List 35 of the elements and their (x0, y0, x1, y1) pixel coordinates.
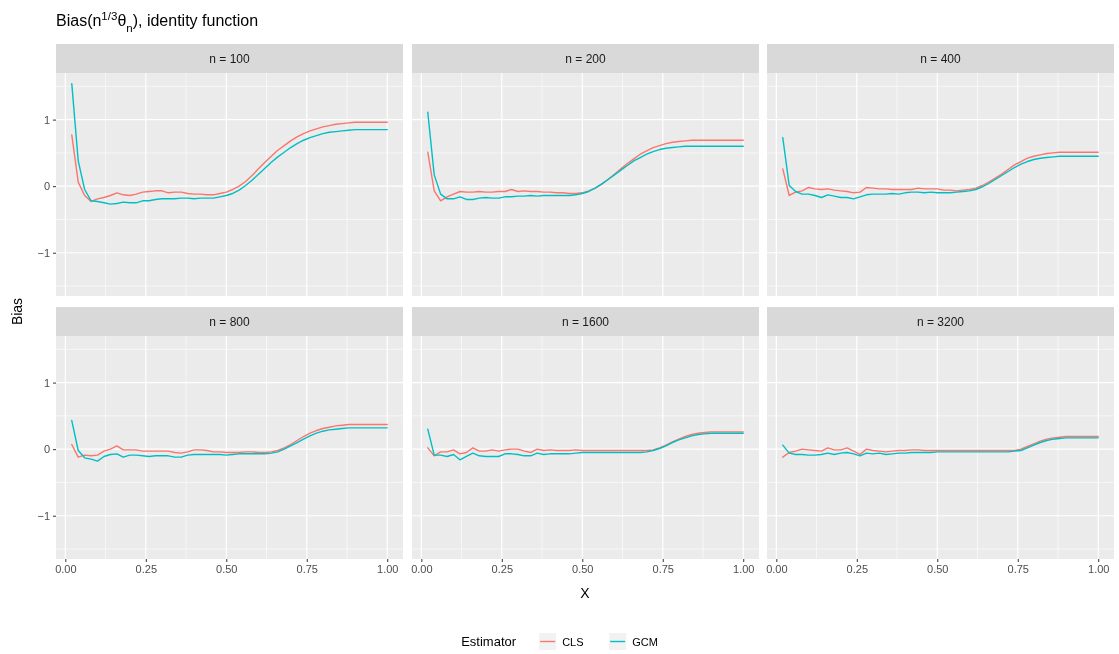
legend-label: GCM (632, 636, 658, 648)
x-tick-label: 0.00 (766, 562, 788, 575)
legend-label: CLS (562, 636, 584, 648)
y-tick-label: 1 (43, 376, 50, 389)
line-series (71, 82, 388, 205)
x-tick-label: 0.25 (846, 562, 869, 575)
y-tick-label: 0 (43, 443, 50, 456)
y-tick-label: 0 (43, 180, 50, 193)
y-axis-title: Bias (9, 297, 25, 326)
x-tick-label: 1.00 (1088, 562, 1110, 575)
y-tick-label: −1 (37, 246, 50, 259)
x-tick-label: 0.75 (652, 562, 674, 575)
x-tick-label: 0.00 (411, 562, 433, 575)
chart-title: n = 1600 (561, 314, 610, 329)
line-series (71, 121, 388, 203)
x-tick-label: 0.50 (572, 562, 594, 575)
x-tick-label: 0.25 (491, 562, 514, 575)
chart-subtitle: Bias(n$^{1/3}$θ$_{n}$), identity function (56, 10, 259, 34)
x-tick-label: 0.00 (55, 562, 77, 575)
x-tick-label: 0.50 (216, 562, 238, 575)
x-tick-label: 0.50 (927, 562, 949, 575)
x-tick-label: 1.00 (733, 562, 755, 575)
x-tick-label: 0.75 (296, 562, 318, 575)
y-tick-label: −1 (37, 509, 50, 522)
chart-title: n = 800 (209, 314, 251, 329)
chart-title: n = 200 (565, 51, 607, 66)
chart-title: n = 3200 (916, 314, 965, 329)
legend-title: Estimator (461, 634, 517, 649)
chart-title: n = 400 (920, 51, 962, 66)
y-tick-label: 1 (43, 113, 50, 126)
x-axis-title: X (580, 585, 591, 601)
x-tick-label: 0.25 (135, 562, 158, 575)
x-tick-label: 1.00 (377, 562, 399, 575)
chart-title: n = 100 (209, 51, 251, 66)
x-tick-label: 0.75 (1007, 562, 1029, 575)
